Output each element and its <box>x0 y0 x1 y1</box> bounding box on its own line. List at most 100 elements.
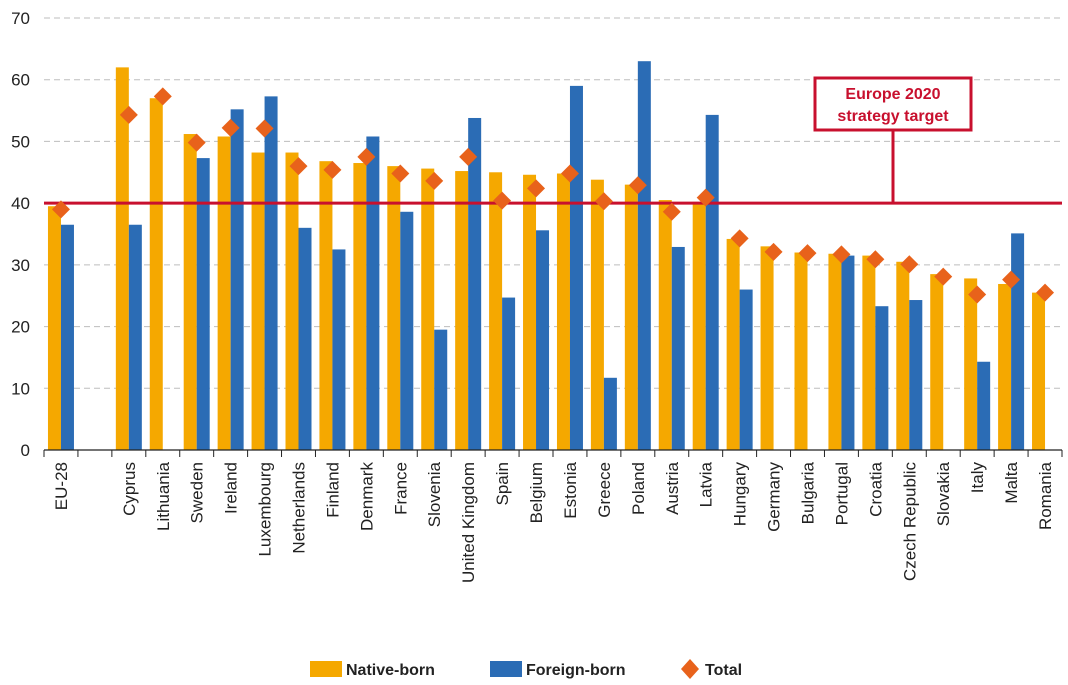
bar-native-born <box>353 163 367 450</box>
marker-total <box>153 87 172 106</box>
bar-native-born <box>760 246 774 450</box>
bar-native-born <box>930 274 944 450</box>
marker-total <box>425 171 444 190</box>
target-label: strategy target <box>837 108 949 125</box>
target-layer: Europe 2020 strategy target <box>44 76 1062 205</box>
bar-native-born <box>285 152 299 450</box>
marker-total <box>866 250 885 269</box>
bar-native-born <box>862 255 876 450</box>
y-tick-label: 60 <box>11 71 30 90</box>
bar-native-born <box>149 98 163 450</box>
marker-total <box>696 188 715 207</box>
x-tick-label: EU-28 <box>52 462 71 510</box>
x-tick-label: Slovenia <box>425 461 444 527</box>
bar-native-born <box>590 179 604 451</box>
x-tick-label: Malta <box>1002 461 1021 503</box>
marker-total <box>560 164 579 183</box>
bar-native-born <box>692 201 706 450</box>
legend-swatch-native <box>310 661 342 677</box>
x-tick-label: Portugal <box>832 462 851 525</box>
x-tick-label: Austria <box>663 461 682 514</box>
y-tick-label: 10 <box>11 379 30 398</box>
legend: Native-born Foreign-born Total <box>310 659 742 679</box>
marker-total <box>289 157 308 176</box>
bar-native-born <box>896 261 910 450</box>
legend-swatch-foreign <box>490 661 522 677</box>
x-tick-label: Croatia <box>866 461 885 516</box>
bar-native-born <box>455 171 469 450</box>
bar-foreign-born <box>909 300 923 450</box>
legend-label-foreign: Foreign-born <box>526 662 626 679</box>
bar-native-born <box>217 136 231 450</box>
y-tick-label: 50 <box>11 132 30 151</box>
marker-total <box>527 179 546 198</box>
bar-foreign-born <box>1011 233 1025 450</box>
marker-total <box>1002 270 1021 289</box>
bar-foreign-born <box>298 227 312 450</box>
x-tick-label: Luxembourg <box>256 462 275 557</box>
bar-foreign-born <box>671 246 685 450</box>
bar-native-born <box>1032 292 1046 450</box>
marker-total <box>764 242 783 261</box>
marker-total <box>119 105 138 124</box>
x-tick-label: Bulgaria <box>799 461 818 524</box>
bar-foreign-born <box>366 136 380 450</box>
x-tick-label: Lithuania <box>154 461 173 531</box>
x-tick-label: France <box>391 462 410 515</box>
bar-native-born <box>964 278 978 450</box>
bar-foreign-born <box>196 158 210 450</box>
x-tick-label: United Kingdom <box>459 462 478 583</box>
marker-total <box>900 255 919 274</box>
x-tick-label: Romania <box>1036 461 1055 530</box>
marker-total <box>493 191 512 210</box>
bar-native-born <box>421 168 435 450</box>
bar-foreign-born <box>502 297 516 450</box>
bar-native-born <box>47 206 61 450</box>
target-label-box <box>813 76 973 132</box>
bar-foreign-born <box>705 114 719 451</box>
bar-foreign-born <box>400 211 414 450</box>
bar-foreign-born <box>603 377 617 450</box>
axis-layer: 0 10 20 30 40 50 60 70 EU-28 Cyprus Lithuania Swede… <box>11 9 1063 583</box>
bar-native-born <box>624 184 638 450</box>
marker-total <box>51 200 70 219</box>
marker-total <box>628 176 647 195</box>
marker-total <box>1036 283 1055 302</box>
x-tick-label: Estonia <box>561 461 580 518</box>
bar-native-born <box>183 134 197 450</box>
marker-total <box>255 119 274 138</box>
bar-native-born <box>251 152 265 450</box>
bar-native-born <box>556 173 570 450</box>
y-tick-label: 30 <box>11 256 30 275</box>
x-tick-label: Sweden <box>188 462 207 523</box>
bar-native-born <box>523 174 537 451</box>
x-tick-label: Poland <box>629 462 648 515</box>
bar-foreign-born <box>332 249 346 450</box>
bar-native-born <box>387 166 401 450</box>
marker-total <box>934 267 953 286</box>
bar-layer <box>47 61 1046 451</box>
bar-foreign-born <box>230 109 244 450</box>
bar-native-born <box>726 238 740 450</box>
bar-foreign-born <box>536 230 550 450</box>
x-tick-label: Germany <box>765 462 784 532</box>
bar-foreign-born <box>841 255 855 450</box>
y-tick-label: 0 <box>21 441 30 460</box>
marker-total <box>391 164 410 183</box>
x-tick-label: Hungary <box>731 462 750 527</box>
marker-total <box>187 133 206 152</box>
bar-foreign-born <box>128 224 142 450</box>
bar-foreign-born <box>977 361 991 450</box>
marker-total <box>662 202 681 221</box>
marker-total <box>323 160 342 179</box>
x-tick-label: Slovakia <box>934 461 953 526</box>
x-tick-label: Czech Republic <box>900 462 919 582</box>
marker-total <box>968 285 987 304</box>
bar-foreign-born <box>739 289 753 450</box>
bar-foreign-born <box>569 85 583 450</box>
x-tick-label: Denmark <box>357 462 376 531</box>
bar-native-born <box>489 172 503 451</box>
bar-native-born <box>828 253 842 450</box>
bar-foreign-born <box>264 96 278 451</box>
bar-foreign-born <box>875 306 889 450</box>
